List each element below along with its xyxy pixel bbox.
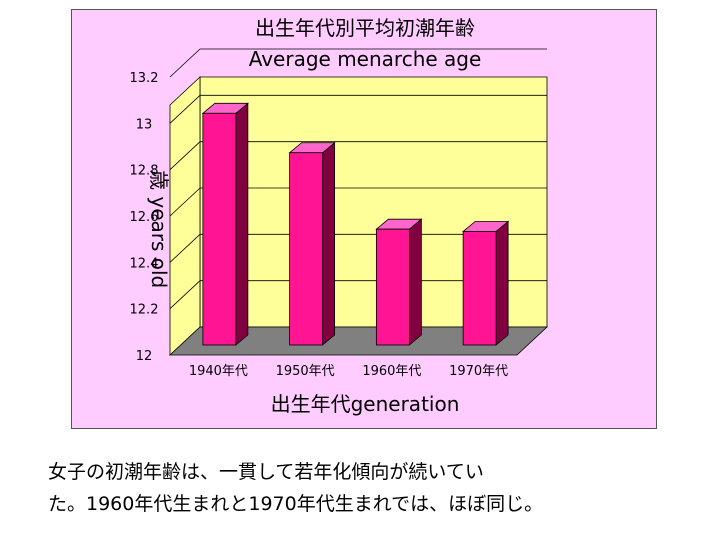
bar <box>462 231 497 346</box>
caption: 女子の初潮年齢は、一貫して若年化傾向が続いてい た。1960年代生まれと1970… <box>48 456 688 520</box>
caption-line-1: 女子の初潮年齢は、一貫して若年化傾向が続いてい <box>48 461 484 483</box>
y-tick-label: 12.8 <box>130 164 159 179</box>
bar <box>202 112 237 346</box>
bar <box>289 152 324 346</box>
gridline-side <box>169 187 201 217</box>
gridline-side <box>169 234 201 263</box>
y-tick-label: 13.2 <box>130 71 159 86</box>
gridline-side <box>169 95 201 124</box>
bar <box>375 228 410 346</box>
y-tick-label: 12.2 <box>130 303 159 318</box>
y-axis-label: 歳 years old <box>147 170 171 289</box>
gridline-side <box>169 280 201 309</box>
y-tick-label: 12 <box>136 349 153 364</box>
bar-side <box>322 141 336 346</box>
chart-panel: 12 12.2 12.4 12.6 12.8 13 13.2 1940年代 1950年代 1960… <box>71 9 657 429</box>
x-tick-label: 1940年代 <box>189 364 248 379</box>
chart-subtitle: Average menarche age <box>248 47 482 71</box>
x-tick-label: 1950年代 <box>276 364 335 379</box>
caption-line-2: た。1960年代生まれと1970年代生まれでは、ほぼ同じ。 <box>48 493 544 515</box>
y-tick-label: 12.6 <box>130 210 159 225</box>
gridline-side <box>169 48 201 78</box>
plot-floor <box>168 326 549 356</box>
x-tick-label: 1960年代 <box>362 364 421 379</box>
bar-side <box>235 102 249 346</box>
y-tick-label: 12.4 <box>130 256 159 271</box>
x-axis-label: 出生年代generation <box>270 392 460 416</box>
chart-plot: 12 12.2 12.4 12.6 12.8 13 13.2 1940年代 1950年代 1960… <box>130 48 549 379</box>
chart-title: 出生年代別平均初潮年齢 <box>255 16 475 40</box>
bar-side <box>408 218 422 346</box>
y-tick-label: 13 <box>136 117 153 132</box>
bar-side <box>495 220 509 346</box>
x-tick-label: 1970年代 <box>449 364 508 379</box>
gridline-side <box>169 141 201 170</box>
